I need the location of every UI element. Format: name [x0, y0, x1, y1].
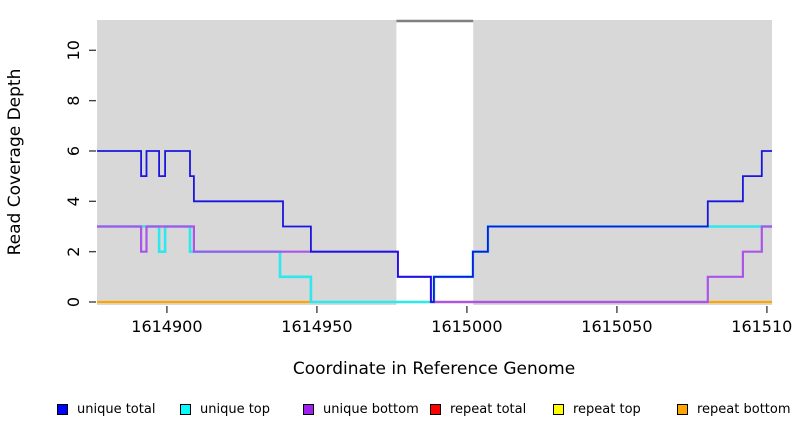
- y-tick-label: 6: [64, 146, 83, 156]
- series-unique-total: [97, 150, 772, 303]
- y-tick-label: 4: [64, 196, 83, 206]
- legend-item-repeat-bottom: repeat bottom: [677, 398, 791, 420]
- x-tick-label: 1615050: [581, 317, 652, 336]
- chart-legend: unique total unique top unique bottom repea…: [0, 398, 792, 424]
- y-axis-title: Read Coverage Depth: [5, 69, 25, 256]
- legend-swatch-icon: [57, 403, 68, 415]
- legend-label: unique total: [77, 401, 156, 417]
- y-tick-label: 0: [64, 297, 83, 307]
- y-tick-label: 2: [64, 247, 83, 257]
- legend-swatch-icon: [553, 403, 564, 415]
- legend-label: unique top: [200, 401, 271, 417]
- legend-item-unique-top: unique top: [180, 398, 270, 420]
- legend-item-unique-bottom: unique bottom: [303, 398, 419, 420]
- x-tick-label: 1614900: [131, 317, 202, 336]
- legend-item-repeat-top: repeat top: [553, 398, 641, 420]
- legend-label: unique bottom: [323, 401, 419, 417]
- legend-swatch-icon: [303, 403, 314, 415]
- legend-swatch-icon: [180, 403, 191, 415]
- x-tick-label: 1614950: [281, 317, 352, 336]
- legend-item-repeat-total: repeat total: [430, 398, 526, 420]
- legend-label: repeat bottom: [697, 401, 791, 417]
- y-tick-label: 10: [64, 40, 83, 60]
- legend-label: repeat total: [450, 401, 527, 417]
- x-axis-title: Coordinate in Reference Genome: [293, 359, 575, 379]
- legend-item-unique-total: unique total: [57, 398, 155, 420]
- legend-swatch-icon: [430, 403, 441, 415]
- y-tick-label: 8: [64, 96, 83, 106]
- x-tick-label: 1615000: [431, 317, 502, 336]
- highlight-band: [396, 20, 474, 305]
- legend-label: repeat top: [573, 401, 641, 417]
- legend-swatch-icon: [677, 403, 688, 415]
